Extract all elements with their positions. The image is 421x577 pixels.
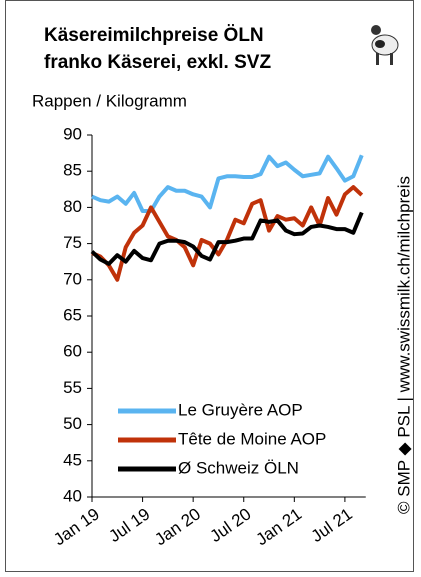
x-tick-label: Jul 20 <box>207 504 255 546</box>
y-tick-label: 40 <box>63 486 82 505</box>
y-tick-label: 70 <box>63 269 82 288</box>
source-note: © SMP ◆ PSL | www.swissmilk.ch/milchprei… <box>394 176 413 514</box>
legend-label: Le Gruyère AOP <box>178 400 303 419</box>
chart-title: Käsereimilchpreise ÖLN <box>44 25 264 46</box>
series-line <box>92 187 362 280</box>
legend-label: Ø Schweiz ÖLN <box>178 458 299 477</box>
y-tick-label: 85 <box>63 161 82 180</box>
y-tick-label: 55 <box>63 378 82 397</box>
cow-icon <box>371 25 398 65</box>
y-axis-label: Rappen / Kilogramm <box>32 91 187 110</box>
chart-subtitle: franko Käserei, exkl. SVZ <box>44 52 271 73</box>
y-tick-label: 50 <box>63 414 82 433</box>
x-tick-label: Jul 19 <box>105 504 153 546</box>
chart: Käsereimilchpreise ÖLN franko Käserei, e… <box>0 0 421 577</box>
y-tick-label: 60 <box>63 342 82 361</box>
series-line <box>92 155 362 211</box>
legend-label: Tête de Moine AOP <box>178 429 326 448</box>
y-tick-label: 45 <box>63 450 82 469</box>
y-tick-label: 75 <box>63 233 82 252</box>
x-tick-label: Jan 20 <box>151 504 204 549</box>
x-tick-label: Jan 19 <box>50 504 103 549</box>
page: Käsereimilchpreise ÖLN franko Käserei, e… <box>0 0 421 577</box>
y-tick-label: 90 <box>63 124 82 143</box>
x-tick-label: Jul 21 <box>308 504 356 546</box>
y-tick-label: 80 <box>63 197 82 216</box>
x-tick-label: Jan 21 <box>252 504 305 549</box>
y-tick-label: 65 <box>63 305 82 324</box>
